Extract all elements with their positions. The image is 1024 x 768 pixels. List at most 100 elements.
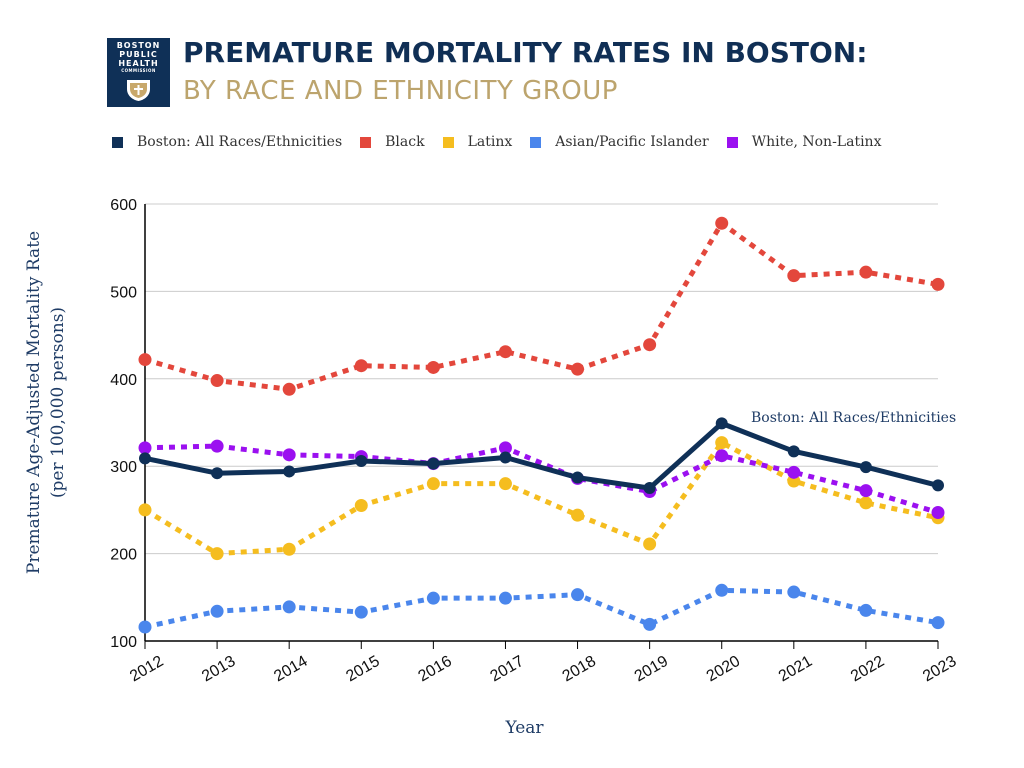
series-2-point-2022 <box>859 496 873 510</box>
series-3-point-2022 <box>859 603 873 617</box>
series-1-point-2016 <box>426 360 440 374</box>
x-tick-label-2023: 2023 <box>920 653 959 686</box>
series-3-point-2023 <box>931 616 945 630</box>
page-subtitle: BY RACE AND ETHNICITY GROUP <box>183 76 618 106</box>
logo-line-4: COMMISSION <box>121 68 156 73</box>
y-tick-label-400: 400 <box>110 372 137 389</box>
legend-label-white: White, Non-Latinx <box>751 134 882 150</box>
series-4-point-2013 <box>210 439 224 453</box>
x-tick-label-2018: 2018 <box>560 653 599 686</box>
page-title: PREMATURE MORTALITY RATES IN BOSTON: <box>183 36 868 69</box>
legend-item-all: Boston: All Races/Ethnicities <box>112 134 342 150</box>
series-1-point-2018 <box>571 362 585 376</box>
series-2-line <box>143 440 939 557</box>
legend-label-asian: Asian/Pacific Islander <box>555 134 709 150</box>
y-tick-label-500: 500 <box>110 284 137 301</box>
bphc-logo: BOSTON PUBLIC HEALTH COMMISSION <box>107 38 170 107</box>
legend-label-black: Black <box>385 134 425 150</box>
series-3-group <box>138 583 945 634</box>
series-1-point-2015 <box>354 359 368 373</box>
logo-line-1: BOSTON <box>116 41 161 50</box>
legend-marker-white <box>726 136 738 148</box>
series-1-point-2017 <box>498 345 512 359</box>
logo-line-2: PUBLIC <box>119 50 158 59</box>
series-1-line <box>144 220 939 392</box>
x-tick-label-2016: 2016 <box>415 653 454 686</box>
series-0-point-2013 <box>211 467 224 480</box>
legend-item-black: Black <box>360 134 425 150</box>
series-1-point-2013 <box>210 374 224 388</box>
series-0-point-2020 <box>715 417 728 430</box>
series-1-point-2022 <box>859 265 873 279</box>
legend-marker-latinx <box>442 136 454 148</box>
series-0-group <box>139 417 944 495</box>
y-tick-label-300: 300 <box>110 459 137 476</box>
series-2-point-2012 <box>138 503 152 517</box>
x-tick-label-2012: 2012 <box>127 653 166 686</box>
series-3-point-2013 <box>210 604 224 618</box>
legend-label-all: Boston: All Races/Ethnicities <box>137 134 343 150</box>
series-3-point-2012 <box>138 620 152 634</box>
series-3-point-2021 <box>787 585 801 599</box>
series-0-point-2019 <box>643 482 656 495</box>
series-4-point-2017 <box>498 441 512 455</box>
series-2-point-2019 <box>643 537 657 551</box>
legend-label-latinx: Latinx <box>467 134 513 150</box>
legend-item-asian: Asian/Pacific Islander <box>530 134 709 150</box>
legend-marker-asian <box>530 136 542 148</box>
legend-item-latinx: Latinx <box>442 134 513 150</box>
series-2-point-2017 <box>498 477 512 491</box>
x-tick-label-2021: 2021 <box>776 653 815 686</box>
series-4-point-2023 <box>931 506 945 520</box>
x-tick-label-2019: 2019 <box>632 653 671 686</box>
series-0-line <box>142 420 941 491</box>
series-2-point-2015 <box>354 499 368 513</box>
y-axis-title-units: (per 100,000 persons) <box>48 307 68 498</box>
legend-marker-black <box>360 136 372 148</box>
shield-icon <box>127 80 150 101</box>
series-4-point-2012 <box>138 441 152 455</box>
series-0-point-2017 <box>499 451 512 464</box>
series-3-point-2019 <box>643 617 657 631</box>
y-tick-label-200: 200 <box>110 547 137 564</box>
x-tick-label-2015: 2015 <box>343 653 382 686</box>
series-0-point-2015 <box>355 454 368 467</box>
series-4-group <box>138 439 945 520</box>
y-tick-label-100: 100 <box>110 634 137 651</box>
x-tick-label-2020: 2020 <box>704 653 743 686</box>
series-3-point-2017 <box>498 591 512 605</box>
series-1-point-2014 <box>282 382 296 396</box>
legend-item-white: White, Non-Latinx <box>726 134 882 150</box>
annotation-boston-all: Boston: All Races/Ethnicities <box>751 410 956 426</box>
legend-marker-all <box>112 136 123 148</box>
series-1-point-2020 <box>715 216 729 230</box>
series-1-point-2021 <box>787 269 801 283</box>
series-3-point-2014 <box>282 600 296 614</box>
series-2-point-2014 <box>282 542 296 556</box>
series-0-point-2023 <box>932 479 944 492</box>
series-0-point-2021 <box>787 445 800 458</box>
series-2-point-2018 <box>571 508 585 522</box>
series-3-point-2016 <box>426 591 440 605</box>
x-tick-label-2022: 2022 <box>848 653 887 686</box>
y-tick-label-600: 600 <box>110 197 137 214</box>
series-3-point-2018 <box>571 588 585 602</box>
series-4-point-2020 <box>715 449 729 463</box>
series-2-point-2016 <box>426 477 440 491</box>
x-tick-label-2013: 2013 <box>199 653 238 686</box>
series-1-point-2012 <box>138 353 152 367</box>
logo-line-3: HEALTH <box>118 59 159 68</box>
series-0-point-2018 <box>571 471 584 484</box>
series-4-point-2022 <box>859 484 873 498</box>
y-axis-title: Premature Age-Adjusted Mortality Rate <box>24 231 44 574</box>
series-3-point-2020 <box>715 583 729 597</box>
x-tick-label-2017: 2017 <box>488 653 527 686</box>
series-4-line <box>144 443 939 515</box>
series-2-point-2013 <box>210 547 224 561</box>
series-0-point-2012 <box>139 452 151 465</box>
series-0-point-2022 <box>859 461 872 474</box>
series-1-point-2023 <box>931 277 945 291</box>
chart-legend: Boston: All Races/Ethnicities Black Lati… <box>112 134 899 150</box>
series-0-point-2016 <box>427 457 440 470</box>
